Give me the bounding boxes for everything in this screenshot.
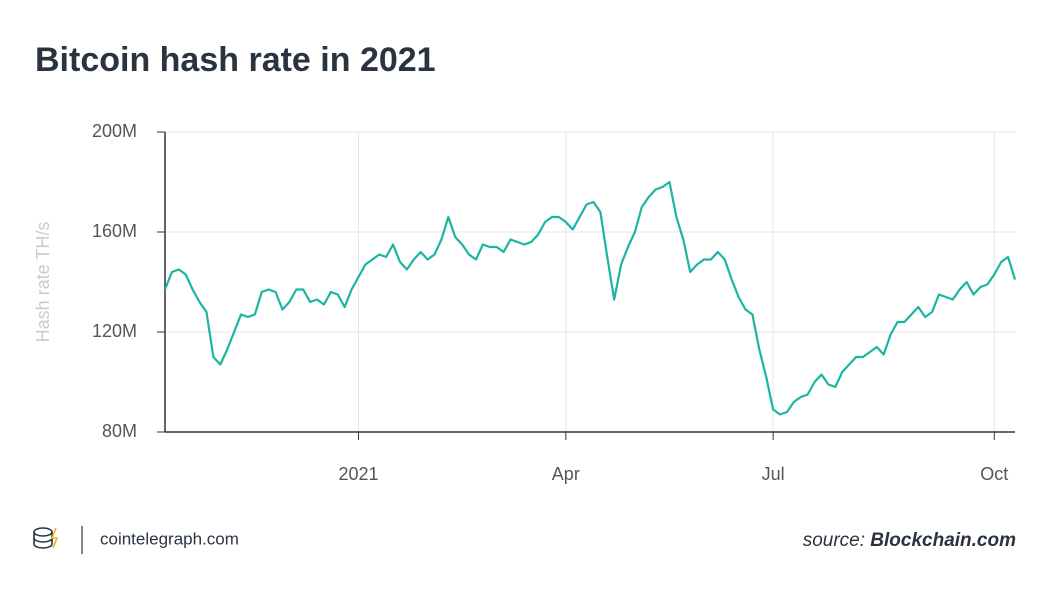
y-tick-label: 80M bbox=[102, 421, 137, 441]
source-label: source: bbox=[803, 530, 865, 551]
x-tick-label: Oct bbox=[980, 464, 1008, 484]
y-axis-label: Hash rate TH/s bbox=[33, 222, 53, 343]
y-tick-label: 120M bbox=[92, 321, 137, 341]
x-tick-label: Jul bbox=[762, 464, 785, 484]
y-tick-label: 160M bbox=[92, 221, 137, 241]
y-tick-label: 200M bbox=[92, 121, 137, 141]
logo bbox=[33, 527, 59, 549]
source: Blockchain.com bbox=[870, 530, 1016, 551]
data-line bbox=[163, 180, 1017, 416]
x-tick-label: Apr bbox=[552, 464, 580, 484]
x-tick-label: 2021 bbox=[338, 464, 378, 484]
chart-title: Bitcoin hash rate in 2021 bbox=[35, 41, 436, 79]
brand: cointelegraph.com bbox=[100, 529, 239, 548]
